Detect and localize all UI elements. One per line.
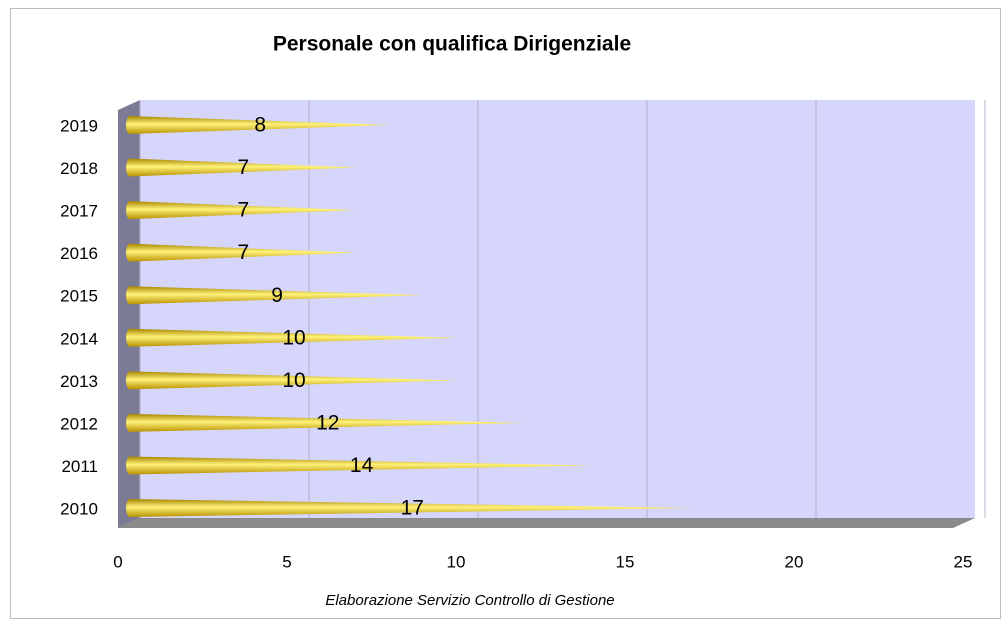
- x-tick-label: 25: [954, 552, 973, 571]
- value-label: 12: [316, 411, 339, 434]
- x-tick-label: 10: [447, 552, 466, 571]
- bar: [126, 116, 391, 134]
- y-tick-label: 2018: [60, 159, 98, 178]
- y-tick-label: 2016: [60, 244, 98, 263]
- bar: [126, 201, 357, 220]
- bar: [126, 243, 357, 262]
- bar: [126, 499, 695, 517]
- bar: [126, 286, 425, 305]
- bar: [126, 413, 526, 432]
- bar: [126, 371, 458, 390]
- x-tick-label: 20: [785, 552, 804, 571]
- chart-title: Personale con qualifica Dirigenziale: [273, 33, 631, 56]
- y-tick-label: 2015: [60, 287, 98, 306]
- back-wall: [140, 100, 975, 518]
- bar: [126, 158, 357, 177]
- y-tick-label: 2010: [60, 499, 98, 518]
- bar: [126, 328, 458, 347]
- value-label: 7: [237, 156, 249, 179]
- x-tick-label: 5: [282, 552, 291, 571]
- y-tick-label: 2014: [60, 329, 98, 348]
- value-label: 14: [350, 454, 374, 477]
- subtitle: Elaborazione Servizio Controllo di Gesti…: [325, 592, 614, 609]
- y-tick-label: 2013: [60, 372, 98, 391]
- y-tick-label: 2012: [60, 414, 98, 433]
- value-label: 17: [401, 497, 424, 520]
- x-tick-label: 0: [113, 552, 122, 571]
- value-label: 10: [282, 369, 305, 392]
- y-tick-label: 2011: [61, 457, 98, 476]
- x-tick-label: 15: [616, 552, 635, 571]
- value-label: 8: [254, 114, 266, 137]
- value-label: 7: [237, 241, 249, 264]
- value-label: 10: [282, 326, 305, 349]
- bar: [126, 456, 594, 475]
- value-label: 7: [237, 199, 249, 222]
- value-label: 9: [271, 284, 283, 307]
- y-tick-label: 2019: [60, 116, 98, 135]
- floor: [118, 518, 975, 528]
- y-tick-label: 2017: [60, 202, 98, 221]
